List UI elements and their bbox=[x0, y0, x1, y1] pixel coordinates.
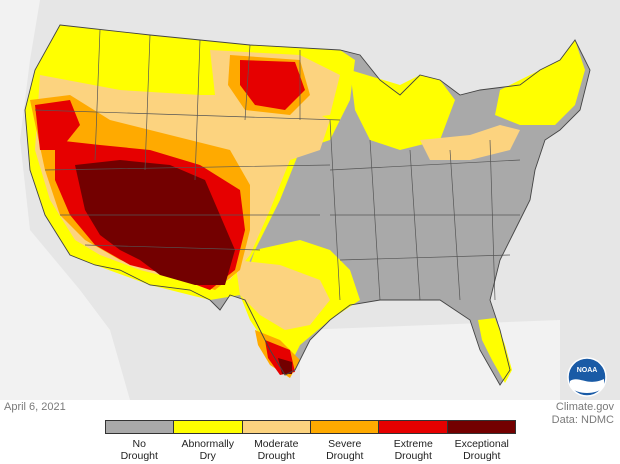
credit-site: Climate.gov bbox=[555, 401, 614, 413]
region-moderate-texas bbox=[235, 260, 330, 330]
noaa-logo-text: NOAA bbox=[577, 367, 598, 374]
legend-label-extreme-drought: Extreme Drought bbox=[393, 438, 433, 462]
region-exceptional-four-corners bbox=[75, 160, 235, 285]
legend-label-no-drought: No Drought bbox=[120, 438, 158, 462]
drought-map-svg bbox=[0, 0, 591, 400]
legend-swatch-exceptional-drought bbox=[447, 421, 515, 433]
legend-swatch-moderate-drought bbox=[242, 421, 311, 433]
region-extreme-oregon bbox=[35, 100, 80, 150]
legend: No Drought Abnormally Dry Moderate Drought … bbox=[105, 420, 516, 462]
noaa-logo: NOAA bbox=[567, 357, 607, 397]
legend-bar bbox=[105, 420, 516, 434]
region-abnormally-dry-florida bbox=[478, 318, 512, 383]
legend-label-moderate-drought: Moderate Drought bbox=[254, 438, 299, 462]
region-abnormally-dry-great-lakes bbox=[350, 70, 455, 150]
legend-swatch-severe-drought bbox=[310, 421, 380, 433]
legend-swatch-extreme-drought bbox=[379, 421, 448, 433]
credit-data-source: Data: NDMC bbox=[551, 414, 614, 426]
region-moderate-ohio bbox=[420, 125, 520, 160]
legend-label-severe-drought: Severe Drought bbox=[326, 438, 364, 462]
map-date: April 6, 2021 bbox=[4, 401, 66, 413]
state-borders bbox=[24, 24, 591, 386]
legend-swatch-abnormally-dry bbox=[174, 421, 243, 433]
pacific-ocean bbox=[0, 0, 130, 400]
legend-label-exceptional-drought: Exceptional Drought bbox=[454, 438, 509, 462]
legend-label-abnormally-dry: Abnormally Dry bbox=[181, 438, 235, 462]
region-abnormally-dry-northeast bbox=[495, 40, 585, 125]
gulf-of-mexico bbox=[300, 320, 560, 400]
region-extreme-north-dakota bbox=[240, 60, 305, 110]
drought-map bbox=[0, 0, 620, 400]
legend-swatch-no-drought bbox=[106, 421, 175, 433]
legend-labels: No Drought Abnormally Dry Moderate Drought … bbox=[105, 438, 516, 462]
credit: Climate.gov Data: NDMC bbox=[552, 401, 614, 427]
